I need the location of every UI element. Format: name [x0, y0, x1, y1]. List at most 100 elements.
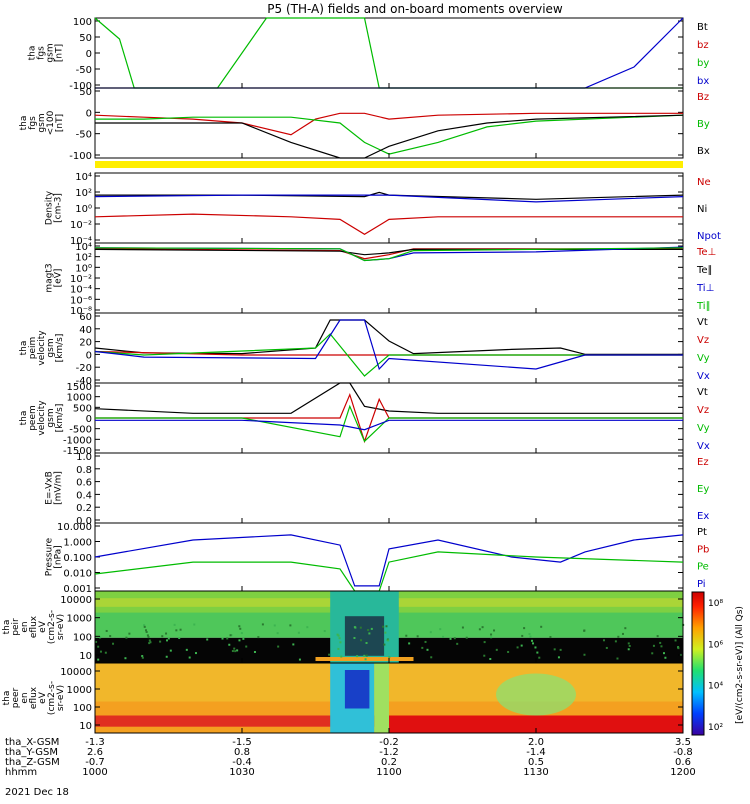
heatmap-speckle: [493, 629, 496, 632]
y-tick-label: -100: [69, 151, 92, 162]
heatmap-speckle: [614, 640, 617, 643]
heatmap-speckle: [662, 652, 665, 655]
heatmap-speckle: [336, 633, 339, 636]
heatmap-speckle: [540, 625, 543, 628]
series-peim-Vy: [94, 333, 683, 377]
heatmap-speckle: [239, 627, 242, 630]
heatmap-speckle: [483, 641, 486, 644]
y-axis-label: tha peem velocity gsm [km/s]: [19, 400, 65, 436]
heatmap-speckle: [233, 647, 236, 650]
heatmap-speckle: [188, 656, 191, 659]
x-row-label: tha_X-GSM: [5, 737, 59, 748]
y-tick-label: 100: [73, 632, 92, 643]
series-fgs-by: [94, 17, 683, 89]
y-tick-label: 10⁰: [75, 204, 92, 215]
heatmap-speckle: [337, 634, 340, 637]
y-tick-label: 10⁻⁸: [70, 306, 92, 317]
y-axis-label: E=-VxB [mV/m]: [45, 471, 64, 505]
y-label-line: eV: [38, 620, 48, 633]
heatmap-speckle: [161, 635, 164, 638]
y-label-line: [cm-3]: [54, 193, 64, 223]
y-label-line: Density: [45, 190, 55, 225]
colorbar: 10⁸ 10⁶ 10⁴ 10² [eV/(cm2-s-sr-eV)] (All Qs): [691, 591, 745, 736]
heatmap-speckle: [495, 648, 498, 651]
heatmap-speckle: [257, 636, 260, 639]
heatmap-speckle: [147, 636, 150, 639]
heatmap-speckle: [146, 634, 149, 637]
heatmap-speckle: [531, 642, 534, 645]
y-tick-label: 500: [73, 403, 92, 414]
x-row-value: 1130: [523, 767, 548, 778]
heatmap-speckle: [478, 628, 481, 631]
heatmap-speckle: [143, 625, 146, 628]
heatmap-speckle: [367, 629, 370, 632]
panel-density: 10⁴ 10² 10⁰ 10⁻² 10⁻⁴ Density [cm-3] Ne Ni Npot: [45, 172, 721, 247]
y-label-line: peim: [28, 337, 38, 360]
y-label-line: fgs: [37, 46, 47, 60]
heatmap-speckle: [536, 651, 539, 654]
x-row-value: 1000: [82, 767, 107, 778]
heatmap-speckle: [143, 624, 146, 627]
heatmap-speckle: [531, 639, 534, 642]
heatmap-speckle: [273, 624, 276, 627]
heatmap-speckle: [430, 656, 433, 659]
x-row-value: -1.4: [526, 747, 546, 758]
y-tick-label: 10⁰: [75, 263, 92, 274]
heatmap-speckle: [664, 656, 667, 659]
y-tick-label: 0.100: [63, 553, 92, 564]
series-fgs-clip-Bz: [94, 112, 683, 136]
heatmap-speckle: [659, 641, 662, 644]
heatmap-speckle: [353, 626, 356, 629]
heatmap-core-dark: [344, 616, 385, 656]
y-tick-label: -500: [69, 425, 92, 436]
legend-fgs-0: Bt: [697, 22, 708, 33]
y-label-line: [nT]: [55, 114, 65, 132]
heatmap-speckle: [112, 642, 115, 645]
x-row-value: 0.2: [381, 757, 397, 768]
y-label-line: eflux: [29, 615, 39, 638]
heatmap-speckle: [424, 640, 427, 643]
series-peim-Vt: [94, 319, 683, 355]
heatmap-speckle: [674, 639, 677, 642]
y-label-line: en: [20, 692, 30, 703]
heatmap-speckle: [617, 635, 620, 638]
heatmap-speckle: [384, 631, 387, 634]
panel-peer: 10000 1000 100 10 tha peer en eflux eV (cm2-s-sr-…: [2, 662, 684, 734]
y-tick-label: 50: [79, 87, 92, 98]
heatmap-speckle: [520, 644, 523, 647]
y-tick-label: 10⁻⁴: [70, 236, 92, 247]
y-tick-label: 0.2: [76, 503, 92, 514]
x-row-value: -0.8: [673, 747, 693, 758]
y-label-line: gsm: [37, 113, 47, 132]
legend-pressure-0: Pt: [697, 527, 707, 538]
heatmap-speckle: [292, 643, 295, 646]
y-tick-label: 20: [79, 338, 92, 349]
heatmap-speckle: [109, 635, 112, 638]
series-pressure-Pe: [94, 551, 684, 592]
heatmap-speckle: [97, 645, 100, 648]
y-tick-label: -1500: [63, 446, 92, 457]
heatmap-speckle: [175, 629, 178, 632]
heatmap-speckle: [289, 624, 292, 627]
heatmap-speckle: [416, 635, 419, 638]
panel-efield: 1.0 0.8 0.60.4 0.2 0.0 E=-VxB [mV/m] Ez Ey Ex: [45, 452, 710, 527]
heatmap-speckle: [148, 642, 151, 645]
heatmap-speckle: [141, 656, 144, 659]
colorbar-gradient: [691, 591, 705, 736]
heatmap-speckle: [141, 655, 144, 658]
x-row-value: 3.5: [675, 737, 691, 748]
heatmap-speckle: [583, 629, 586, 632]
heatmap-speckle: [651, 652, 654, 655]
heatmap-speckle: [660, 645, 663, 648]
y-tick-label: 0.001: [63, 584, 92, 595]
heatmap-speckle: [382, 625, 385, 628]
y-tick-label: 0: [86, 108, 92, 119]
x-row-value: 2.6: [87, 747, 103, 758]
heatmap-band-red: [389, 715, 683, 733]
heatmap-speckle: [179, 628, 182, 631]
x-row-value: 0.6: [675, 757, 691, 768]
heatmap-speckle: [364, 658, 367, 661]
legend-fgs-clip-0: Bz: [697, 92, 709, 103]
status-bar: [95, 161, 683, 168]
